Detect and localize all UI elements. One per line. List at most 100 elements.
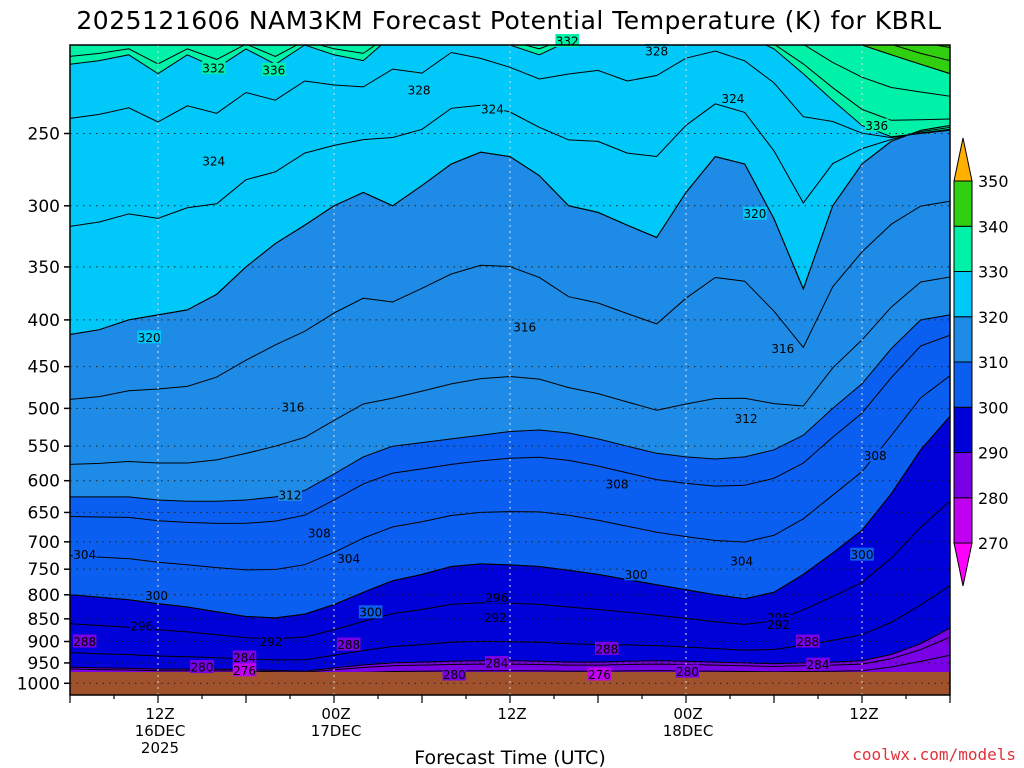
watermark: coolwx.com/models — [852, 745, 1016, 764]
contour-label-text: 288 — [73, 635, 96, 649]
contour-label-text: 280 — [191, 661, 214, 675]
contour-290 — [70, 627, 950, 672]
contour-label-bg — [72, 547, 97, 561]
contour-328 — [70, 50, 950, 139]
colorbar-segment — [953, 452, 973, 499]
contour-310 — [70, 314, 950, 502]
y-tick-label: 900 — [28, 632, 60, 652]
contour-label-bg — [480, 101, 505, 115]
y-tick-label: 500 — [28, 399, 60, 419]
contour-label-text: 280 — [443, 668, 466, 682]
contour-label-bg — [771, 341, 795, 355]
contour-label-bg — [232, 663, 257, 677]
contour-label-text: 316 — [281, 400, 304, 414]
contour-label: 300 — [850, 547, 874, 562]
contour-label: 304 — [729, 554, 754, 569]
contour-label-text: 300 — [851, 548, 874, 562]
contour-label-text: 296 — [130, 620, 153, 634]
contour-label-bg — [743, 206, 767, 220]
contour-label-text: 304 — [730, 555, 753, 569]
contour-label: 280 — [190, 660, 214, 675]
contour-label-text: 284 — [485, 656, 508, 670]
y-tick-label: 650 — [28, 503, 60, 523]
y-tick-label: 350 — [28, 258, 60, 278]
contour-label: 316 — [771, 341, 795, 356]
contour-label: 280 — [442, 667, 467, 682]
contour-332 — [70, 45, 950, 121]
contour-label-bg — [278, 487, 302, 501]
x-tick-label: 12Z — [497, 705, 526, 723]
colorbar-segment — [953, 497, 973, 544]
contour-label: 296 — [130, 619, 154, 634]
y-tick-label: 300 — [28, 197, 60, 217]
contour-label: 304 — [72, 547, 97, 562]
contour-label: 336 — [262, 62, 286, 77]
contour-label-bg — [675, 664, 700, 678]
colorbar-tick-label: 300 — [978, 398, 1009, 417]
colorbar-legend: 270 280 290 300 310 320 330 340 350 — [953, 137, 1009, 587]
contour-label-text: 292 — [259, 635, 282, 649]
contour-label: 308 — [863, 448, 887, 463]
contour-label-bg — [307, 526, 332, 540]
contour-label-text: 312 — [735, 412, 758, 426]
chart-title: 2025121606 NAM3KM Forecast Potential Tem… — [76, 6, 941, 35]
contour-label-text: 320 — [743, 207, 766, 221]
x-axis-label: Forecast Time (UTC) — [414, 747, 605, 768]
fill-above-330 — [70, 45, 950, 137]
contour-label-bg — [587, 667, 612, 681]
x-tick-label: 12Z — [849, 705, 878, 723]
contour-label-text: 276 — [233, 664, 256, 678]
colorbar-tick-label: 280 — [978, 489, 1009, 508]
contour-label-text: 300 — [145, 589, 168, 603]
contour-label-bg — [262, 62, 286, 76]
contour-label-bg — [734, 411, 758, 425]
contour-label: 328 — [407, 82, 431, 97]
contour-label-bg — [201, 154, 226, 168]
contour-label-text: 288 — [595, 642, 618, 656]
contour-label-bg — [358, 605, 383, 619]
contour-label-bg — [729, 554, 754, 568]
contour-label: 284 — [806, 657, 830, 672]
contour-label-text: 304 — [337, 552, 360, 566]
contour-label-text: 312 — [279, 488, 302, 502]
contour-label-bg — [232, 650, 257, 664]
contour-label-bg — [201, 61, 226, 75]
contour-308 — [70, 334, 950, 524]
contour-label: 320 — [137, 330, 161, 345]
y-tick-label: 1000 — [17, 674, 60, 694]
contour-label-text: 300 — [625, 568, 648, 582]
contour-label: 332 — [555, 34, 579, 49]
contour-label-bg — [644, 43, 669, 57]
y-tick-label: 700 — [28, 533, 60, 553]
contour-labels: 332 336 332 328 328 324 324 336 324 320 320 316 316 3… — [72, 34, 889, 682]
contour-label-bg — [512, 319, 537, 333]
contour-label: 288 — [72, 634, 97, 649]
y-tick-label: 600 — [28, 472, 60, 492]
contour-label-bg — [442, 667, 467, 681]
contour-label: 288 — [795, 634, 820, 649]
contour-label-bg — [864, 118, 889, 132]
contour-label-text: 324 — [721, 92, 744, 106]
x-tick-label: 00Z — [321, 705, 350, 723]
contour-label: 320 — [743, 206, 767, 221]
contour-label: 300 — [144, 588, 169, 603]
contour-label-text: 328 — [408, 83, 431, 97]
contour-label: 276 — [232, 663, 257, 678]
x-tick-label: 12Z — [145, 705, 174, 723]
contour-label: 328 — [644, 43, 669, 58]
y-tick-label: 950 — [28, 654, 60, 674]
contour-label-text: 284 — [233, 651, 256, 665]
contour-label-bg — [766, 617, 791, 631]
y-tick-label: 800 — [28, 586, 60, 606]
contour-label-bg — [72, 634, 97, 648]
contour-label: 332 — [201, 61, 226, 76]
contour-label: 276 — [587, 667, 612, 682]
contour-label: 300 — [358, 605, 383, 620]
contour-label-bg — [485, 655, 509, 669]
colorbar-segment — [953, 225, 973, 272]
contour-label-text: 300 — [359, 606, 382, 620]
contour-label-text: 296 — [485, 591, 508, 605]
contour-label-bg — [595, 641, 619, 655]
